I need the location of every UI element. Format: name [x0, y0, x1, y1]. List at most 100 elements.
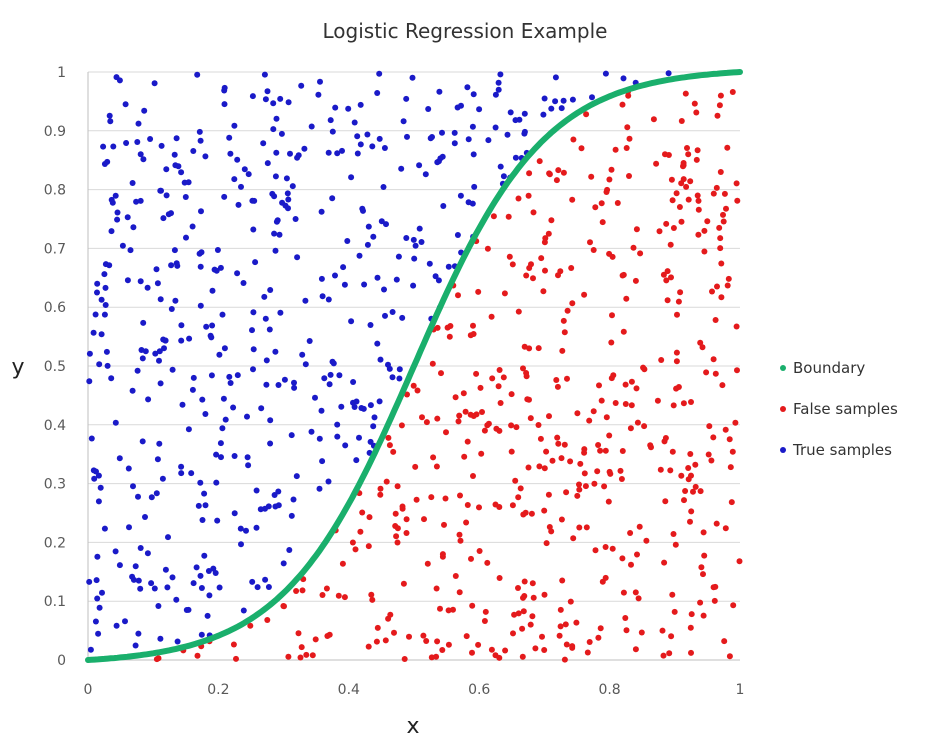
- true-sample-point: [396, 366, 403, 373]
- true-sample-point: [159, 475, 166, 482]
- false-sample-point: [622, 381, 629, 388]
- true-sample-point: [189, 223, 196, 230]
- false-sample-point: [685, 465, 692, 471]
- true-sample-point: [129, 573, 136, 580]
- false-sample-point: [555, 272, 561, 279]
- true-sample-point: [231, 122, 238, 129]
- true-sample-point: [371, 414, 378, 421]
- true-sample-point: [292, 216, 299, 222]
- false-sample-point: [439, 551, 446, 558]
- false-sample-point: [323, 585, 330, 592]
- false-sample-point: [502, 647, 509, 654]
- true-sample-point: [157, 635, 164, 642]
- true-sample-point: [272, 247, 279, 254]
- true-sample-point: [291, 379, 297, 386]
- true-sample-point: [145, 396, 152, 403]
- false-sample-point: [374, 624, 381, 631]
- true-sample-point: [558, 105, 565, 112]
- true-sample-point: [367, 438, 374, 445]
- true-sample-point: [125, 465, 132, 472]
- false-sample-point: [736, 558, 743, 565]
- legend-label: False samples: [793, 400, 898, 418]
- true-sample-point: [334, 433, 341, 440]
- false-sample-point: [475, 288, 482, 295]
- false-sample-point: [478, 450, 485, 457]
- false-sample-point: [456, 531, 463, 538]
- true-sample-point: [178, 322, 185, 329]
- legend-label: True samples: [792, 441, 892, 459]
- false-sample-point: [401, 656, 408, 662]
- false-sample-point: [607, 470, 614, 477]
- true-sample-point: [137, 545, 144, 551]
- false-sample-point: [674, 311, 680, 318]
- false-sample-point: [733, 180, 740, 187]
- true-sample-point: [94, 553, 101, 560]
- true-sample-point: [277, 95, 284, 102]
- false-sample-point: [610, 372, 617, 379]
- true-sample-point: [411, 255, 418, 262]
- true-sample-point: [173, 135, 180, 142]
- true-sample-point: [218, 454, 224, 461]
- false-sample-point: [587, 239, 593, 246]
- true-sample-point: [353, 457, 360, 464]
- false-sample-point: [153, 656, 160, 663]
- false-sample-point: [324, 633, 331, 639]
- false-sample-point: [527, 415, 534, 422]
- false-sample-point: [598, 397, 605, 404]
- false-sample-point: [455, 418, 462, 425]
- false-sample-point: [489, 375, 496, 382]
- false-sample-point: [619, 555, 626, 562]
- sample-points: [86, 70, 743, 663]
- true-sample-point: [241, 166, 248, 173]
- false-sample-point: [455, 292, 461, 299]
- true-sample-point: [96, 604, 103, 611]
- false-sample-point: [668, 274, 674, 281]
- false-sample-point: [632, 277, 639, 284]
- false-sample-point: [377, 491, 384, 498]
- false-sample-point: [717, 92, 724, 99]
- false-sample-point: [606, 250, 613, 257]
- false-sample-point: [577, 460, 584, 467]
- false-sample-point: [657, 466, 664, 473]
- false-sample-point: [497, 400, 504, 406]
- false-sample-point: [295, 630, 302, 637]
- false-sample-point: [520, 365, 526, 372]
- true-sample-point: [326, 381, 333, 388]
- true-sample-point: [410, 236, 417, 243]
- false-sample-point: [404, 391, 410, 398]
- true-sample-point: [244, 413, 250, 420]
- true-sample-point: [162, 566, 169, 573]
- true-sample-point: [195, 502, 202, 509]
- false-sample-point: [433, 585, 440, 592]
- false-sample-point: [548, 217, 555, 224]
- true-sample-point: [168, 210, 174, 217]
- false-sample-point: [693, 156, 700, 163]
- false-sample-point: [687, 518, 693, 525]
- false-sample-point: [541, 507, 548, 514]
- true-sample-point: [175, 163, 182, 170]
- false-sample-point: [535, 422, 542, 428]
- false-sample-point: [675, 298, 682, 305]
- true-sample-point: [122, 618, 128, 625]
- false-sample-point: [496, 504, 503, 510]
- true-sample-point: [142, 514, 148, 520]
- false-sample-point: [624, 124, 631, 131]
- false-sample-point: [297, 654, 304, 661]
- true-sample-point: [429, 134, 435, 140]
- true-sample-point: [204, 612, 211, 619]
- true-sample-point: [198, 249, 205, 256]
- false-sample-point: [529, 580, 536, 587]
- true-sample-point: [410, 282, 417, 289]
- true-sample-point: [116, 562, 123, 569]
- true-sample-point: [548, 105, 555, 112]
- false-sample-point: [352, 546, 359, 553]
- true-sample-point: [161, 345, 167, 352]
- false-sample-point: [717, 245, 724, 252]
- false-sample-point: [656, 228, 663, 235]
- axes: [87, 72, 740, 661]
- true-sample-point: [399, 314, 406, 321]
- true-sample-point: [141, 107, 148, 114]
- true-sample-point: [165, 534, 171, 541]
- false-sample-point: [681, 497, 687, 504]
- true-sample-point: [208, 334, 215, 341]
